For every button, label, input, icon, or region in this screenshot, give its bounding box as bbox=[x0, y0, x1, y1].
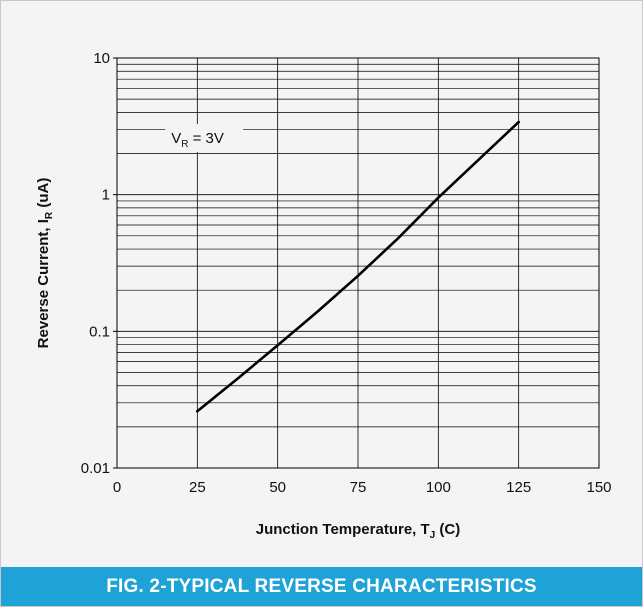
figure-caption: FIG. 2-TYPICAL REVERSE CHARACTERISTICS bbox=[106, 575, 537, 597]
y-axis-title-suffix: (uA) bbox=[35, 178, 52, 212]
y-axis-title: Reverse Current, IR (uA) bbox=[35, 178, 55, 349]
plot-border bbox=[116, 57, 600, 469]
x-axis-title-suffix: (C) bbox=[435, 521, 460, 538]
vr-annotation-main: V bbox=[171, 130, 181, 147]
x-tick-label: 100 bbox=[426, 479, 451, 496]
x-tick-label: 75 bbox=[350, 479, 367, 496]
figure-caption-bar: FIG. 2-TYPICAL REVERSE CHARACTERISTICS bbox=[1, 567, 642, 606]
y-tick-label: 1 bbox=[102, 187, 110, 204]
y-tick-label: 10 bbox=[93, 50, 110, 67]
y-axis-title-main: Reverse Current, I bbox=[35, 219, 52, 348]
x-tick-label: 125 bbox=[506, 479, 531, 496]
x-tick-label: 25 bbox=[189, 479, 206, 496]
tick-labels: 0 25 50 75 100 125 150 0.01 0.1 1 10 bbox=[81, 50, 612, 496]
series-line bbox=[196, 120, 521, 413]
x-tick-label: 0 bbox=[113, 479, 121, 496]
annotation-background bbox=[165, 123, 244, 152]
x-axis-title: Junction Temperature, TJ (C) bbox=[256, 521, 460, 541]
y-tick-label: 0.1 bbox=[89, 323, 110, 340]
grid bbox=[113, 57, 599, 469]
y-tick-label: 0.01 bbox=[81, 460, 110, 477]
vr-annotation-sub: R bbox=[181, 139, 188, 150]
x-axis-title-main: Junction Temperature, T bbox=[256, 521, 430, 538]
series bbox=[196, 120, 521, 413]
y-axis-title-sub: R bbox=[44, 211, 55, 219]
x-axis-title-sub: J bbox=[430, 530, 436, 541]
vr-annotation-suffix: = 3V bbox=[188, 130, 223, 147]
x-tick-label: 150 bbox=[586, 479, 611, 496]
x-tick-label: 50 bbox=[269, 479, 286, 496]
vr-annotation: VR = 3V bbox=[171, 130, 224, 150]
